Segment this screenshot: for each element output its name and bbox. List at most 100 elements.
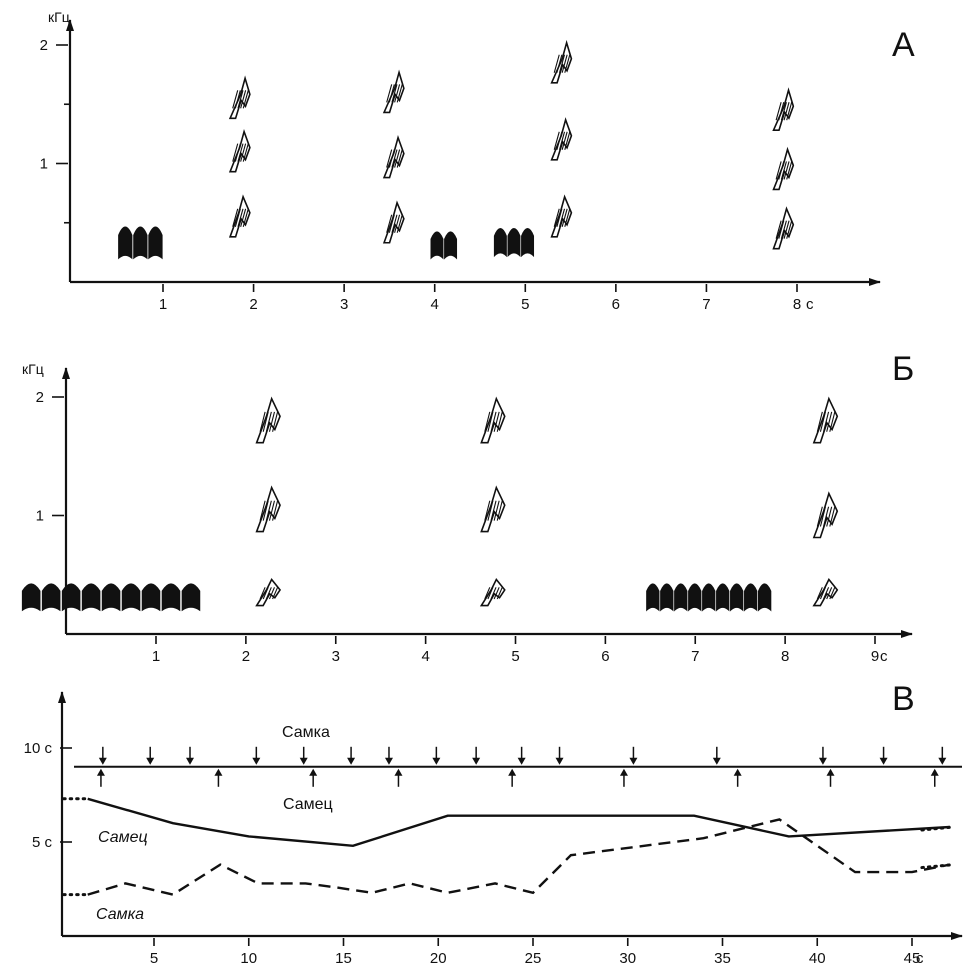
harmonic-hatch bbox=[265, 500, 272, 521]
harmonic-hatch bbox=[816, 506, 823, 527]
female-call-arrow bbox=[98, 746, 107, 765]
low-frequency-pulse bbox=[744, 583, 758, 612]
harmonic-hatch bbox=[823, 587, 830, 600]
harmonic-hatch bbox=[388, 214, 395, 233]
x-tick-label: 6 bbox=[612, 296, 620, 313]
low-frequency-pulse bbox=[118, 226, 133, 260]
harmonic-hatch bbox=[561, 54, 568, 73]
harmonic-hatch bbox=[829, 506, 836, 527]
female-call-arrow bbox=[879, 746, 888, 765]
harmonic-hatch bbox=[240, 208, 247, 227]
row-label: Самец bbox=[283, 796, 333, 813]
harmonic-hatch bbox=[394, 149, 401, 168]
harmonic-motif bbox=[550, 39, 573, 84]
harmonic-shape bbox=[550, 194, 573, 238]
harmonic-motif bbox=[255, 396, 281, 444]
low-frequency-pulse bbox=[161, 583, 181, 612]
panel-b-x-unit: с bbox=[880, 648, 888, 665]
harmonic-hatch bbox=[268, 587, 275, 600]
male-call-arrow bbox=[96, 768, 105, 787]
harmonic-hatch bbox=[272, 500, 279, 521]
panel-a-ticks: 1 2 3 4 5 6 7 8 1 2 bbox=[40, 37, 802, 313]
x-tick-label: 4 bbox=[421, 648, 429, 665]
panel-a-ylabel: кГц bbox=[48, 9, 70, 25]
y-tick-label: 5 с bbox=[32, 834, 53, 851]
harmonic-shape bbox=[228, 194, 251, 238]
harmonic-hatch bbox=[775, 220, 782, 239]
low-frequency-pulse bbox=[521, 228, 535, 258]
female-call-arrow bbox=[146, 746, 155, 765]
harmonic-hatch bbox=[556, 131, 563, 150]
low-frequency-pulse bbox=[41, 583, 61, 612]
harmonic-shape bbox=[382, 134, 405, 179]
harmonic-hatch bbox=[493, 587, 500, 600]
harmonic-motif bbox=[255, 485, 281, 533]
low-frequency-pulse bbox=[101, 583, 121, 612]
x-tick-label: 15 bbox=[335, 950, 352, 967]
low-frequency-pulse bbox=[121, 583, 141, 612]
harmonic-hatch bbox=[396, 149, 403, 168]
panel-c: В с 5 10 15 20 25 30 35 40 455 с10 с СамецСамка … bbox=[24, 680, 963, 967]
panel-c-ticks: 5 10 15 20 25 30 35 40 45 5 с 10 с bbox=[24, 740, 921, 967]
harmonic-hatch bbox=[778, 161, 785, 180]
low-frequency-pulse bbox=[444, 231, 458, 260]
male-call-arrow bbox=[394, 768, 403, 787]
y-tick-label: 1 bbox=[40, 156, 48, 173]
panel-a: А кГц с 1 2 3 4 5 6 7 8 1 2 bbox=[40, 9, 915, 313]
harmonic-shape bbox=[550, 39, 573, 84]
panel-b-marks bbox=[21, 396, 839, 612]
series-line-male bbox=[87, 797, 950, 848]
harmonic-hatch bbox=[819, 587, 826, 600]
series-label: Самец bbox=[98, 829, 148, 846]
panel-b-ticks: 1 2 3 4 5 6 7 8 9 1 2 bbox=[36, 389, 880, 665]
harmonic-hatch bbox=[234, 143, 241, 162]
harmonic-hatch bbox=[780, 161, 787, 180]
harmonic-hatch bbox=[786, 102, 793, 121]
harmonic-hatch bbox=[490, 500, 497, 521]
harmonic-hatch bbox=[487, 411, 494, 432]
harmonic-hatch bbox=[240, 143, 247, 162]
harmonic-shape bbox=[772, 206, 795, 250]
harmonic-hatch bbox=[232, 143, 239, 162]
harmonic-hatch bbox=[484, 587, 491, 600]
harmonic-hatch bbox=[234, 208, 241, 227]
harmonic-shape bbox=[480, 396, 506, 444]
harmonic-motif bbox=[255, 578, 282, 607]
series-label: Самка bbox=[96, 906, 144, 923]
harmonic-hatch bbox=[786, 220, 793, 239]
male-call-arrow bbox=[826, 768, 835, 787]
harmonic-hatch bbox=[564, 208, 571, 227]
x-tick-label: 2 bbox=[242, 648, 250, 665]
harmonic-shape bbox=[479, 578, 506, 607]
y-tick-label: 10 с bbox=[24, 740, 53, 757]
panel-c-letter: В bbox=[892, 680, 915, 718]
male-call-arrow bbox=[508, 768, 517, 787]
harmonic-hatch bbox=[775, 102, 782, 121]
harmonic-shape bbox=[812, 578, 839, 607]
harmonic-shape bbox=[812, 491, 839, 539]
harmonic-hatch bbox=[262, 587, 269, 600]
female-call-arrow bbox=[555, 746, 564, 765]
female-call-arrow bbox=[252, 746, 261, 765]
harmonic-motif bbox=[228, 129, 251, 173]
male-call-arrow bbox=[619, 768, 628, 787]
x-tick-label: 10 bbox=[240, 950, 257, 967]
panel-b-letter: Б bbox=[892, 350, 914, 388]
female-call-arrow bbox=[818, 746, 827, 765]
harmonic-hatch bbox=[564, 54, 571, 73]
harmonic-motif bbox=[550, 194, 573, 238]
x-tick-label: 2 bbox=[249, 296, 257, 313]
harmonic-hatch bbox=[826, 506, 833, 527]
harmonic-hatch bbox=[232, 90, 239, 109]
harmonic-hatch bbox=[259, 500, 266, 521]
series-line-female bbox=[87, 818, 951, 896]
harmonic-motif bbox=[812, 578, 839, 607]
female-call-arrow bbox=[347, 746, 356, 765]
harmonic-hatch bbox=[265, 587, 272, 600]
harmonic-hatch bbox=[823, 506, 830, 527]
harmonic-hatch bbox=[484, 411, 491, 432]
low-frequency-pulse bbox=[181, 583, 201, 612]
harmonic-hatch bbox=[553, 131, 560, 150]
harmonic-hatch bbox=[783, 161, 790, 180]
